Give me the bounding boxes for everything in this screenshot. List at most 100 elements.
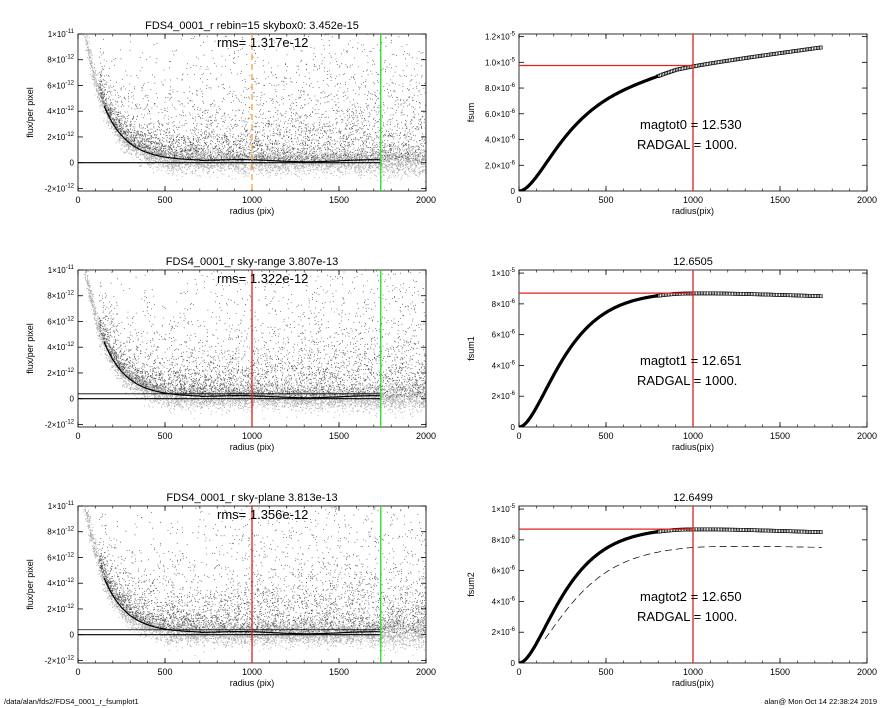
footer-timestamp: alan@ Mon Oct 14 22:38:24 2019 [764, 697, 877, 706]
y-tick-label: 0 [511, 423, 516, 432]
x-tick-label: 1000 [683, 195, 703, 205]
x-tick-label: 2000 [416, 667, 436, 677]
x-tick-label: 500 [157, 667, 172, 677]
x-tick-label: 1500 [329, 431, 349, 441]
data-points [99, 270, 426, 398]
x-tick-label: 2000 [857, 667, 877, 677]
profile-curve [103, 105, 381, 163]
x-tick-label: 0 [516, 667, 521, 677]
x-tick-label: 0 [75, 195, 80, 205]
y-tick-label: 8×10-12 [47, 291, 74, 301]
y-axis-label: flux/per pixel [25, 323, 35, 374]
y-tick-label: 2×10-12 [47, 604, 74, 614]
chart-title: FDS4_0001_r sky-plane 3.813e-13 [166, 492, 337, 504]
y-tick-label: 1×10-11 [48, 501, 75, 511]
x-tick-label: 1000 [683, 431, 703, 441]
growth-panel-2: 0 500 1000 1500 2000 1×10-5 8×10-6 6×10-6 4×10-6… [466, 256, 877, 452]
magtot-annotation: magtot1 = 12.651 [640, 353, 742, 368]
y-axis-label: fsum2 [466, 572, 476, 597]
y-tick-label: -2×10-12 [45, 419, 75, 429]
y-tick-label: 0 [70, 395, 75, 404]
x-tick-label: 2000 [857, 431, 877, 441]
x-tick-label: 500 [598, 431, 613, 441]
rms-annotation: rms= 1.356e-12 [217, 507, 308, 522]
x-axis-label: radius(pix) [672, 206, 714, 216]
profile-panel-3: 0 500 1000 1500 2000 1×10-11 8×10-12 6×10-12 4×1… [25, 492, 436, 688]
x-tick-label: 2000 [416, 431, 436, 441]
y-tick-label: 1×10-11 [48, 265, 75, 275]
y-tick-label: 8×10-6 [492, 299, 516, 309]
x-tick-label: 1000 [242, 667, 262, 677]
x-axis-label: radius (pix) [230, 442, 275, 452]
data-points [98, 506, 426, 634]
y-tick-label: 6×10-12 [47, 316, 74, 326]
y-tick-label: 4×10-12 [47, 578, 74, 588]
y-tick-label: 6.0×10-6 [485, 109, 516, 119]
sky-noise-points [83, 34, 426, 190]
scatter-points [78, 34, 426, 190]
magtot-annotation: magtot2 = 12.650 [640, 589, 742, 604]
y-tick-label: 2.0×10-6 [485, 160, 516, 170]
x-axis-label: radius(pix) [672, 442, 714, 452]
x-tick-label: 1000 [242, 195, 262, 205]
rms-annotation: rms= 1.322e-12 [217, 271, 308, 286]
y-axis-label: fsum1 [466, 336, 476, 361]
y-tick-label: 1×10-11 [48, 29, 75, 39]
y-tick-label: 8×10-6 [492, 535, 516, 545]
y-tick-label: -2×10-12 [45, 183, 75, 193]
growth-points [519, 45, 823, 191]
y-tick-label: 0 [511, 659, 516, 668]
x-tick-label: 0 [516, 195, 521, 205]
growth-panel-3: 0 500 1000 1500 2000 1×10-5 8×10-6 6×10-6 4×10-6… [466, 492, 877, 688]
growth-curve [519, 530, 659, 663]
x-tick-label: 1500 [329, 667, 349, 677]
y-tick-label: 1.2×10-5 [485, 32, 516, 42]
chart-title: FDS4_0001_r rebin=15 skybox0: 3.452e-15 [145, 20, 359, 32]
x-tick-label: 1000 [683, 667, 703, 677]
radgal-annotation: RADGAL = 1000. [637, 137, 737, 152]
rms-annotation: rms= 1.317e-12 [217, 35, 308, 50]
y-tick-label: 4×10-6 [492, 596, 516, 606]
x-tick-label: 500 [157, 195, 172, 205]
y-tick-label: 4.0×10-6 [485, 135, 516, 145]
y-tick-label: 6×10-12 [47, 80, 74, 90]
y-tick-label: 0 [511, 187, 516, 196]
x-tick-label: 2000 [857, 195, 877, 205]
growth-markers [656, 527, 823, 535]
chart-title: 12.6499 [673, 492, 713, 504]
growth-curve [519, 294, 659, 427]
growth-markers [656, 291, 823, 299]
x-axis-label: radius(pix) [672, 678, 714, 688]
growth-points [519, 527, 823, 663]
y-axis-label: fsum [466, 103, 476, 123]
y-axis-label: flux/per pixel [25, 87, 35, 138]
y-tick-label: 2×10-6 [492, 391, 516, 401]
y-tick-label: 4×10-6 [492, 360, 516, 370]
x-tick-label: 0 [75, 667, 80, 677]
growth-markers [656, 45, 823, 78]
profile-panel-2: 0 500 1000 1500 2000 1×10-11 8×10-12 6×10-12 4×1… [25, 256, 436, 452]
x-tick-label: 1500 [770, 667, 790, 677]
magtot-annotation: magtot0 = 12.530 [640, 117, 742, 132]
y-tick-label: 4×10-12 [47, 106, 74, 116]
chart-title: 12.6505 [673, 256, 713, 268]
profile-panel-1: 0 500 1000 1500 2000 1×10-11 8×10-12 6×10-12 4×1… [25, 20, 436, 216]
radgal-annotation: RADGAL = 1000. [637, 609, 737, 624]
y-tick-label: -2×10-12 [45, 655, 75, 665]
y-tick-label: 6×10-6 [492, 566, 516, 576]
y-tick-label: 6×10-12 [47, 552, 74, 562]
y-tick-label: 0 [70, 631, 75, 640]
growth-panel-1: 0 500 1000 1500 2000 1.2×10-5 1.0×10-5 8.0×10-6… [466, 32, 877, 216]
y-tick-label: 8.0×10-6 [485, 83, 516, 93]
scatter-points [78, 506, 426, 659]
y-tick-label: 1.0×10-5 [485, 57, 516, 67]
x-tick-label: 2000 [416, 195, 436, 205]
y-tick-label: 6×10-6 [492, 330, 516, 340]
profile-curve [103, 577, 381, 635]
footer-file-path: /data/alan/fds2/FDS4_0001_r_fsumplot1 [4, 697, 139, 706]
x-tick-label: 1500 [770, 431, 790, 441]
y-tick-label: 0 [70, 159, 75, 168]
y-tick-label: 8×10-12 [47, 55, 74, 65]
y-tick-label: 1×10-5 [492, 504, 516, 514]
